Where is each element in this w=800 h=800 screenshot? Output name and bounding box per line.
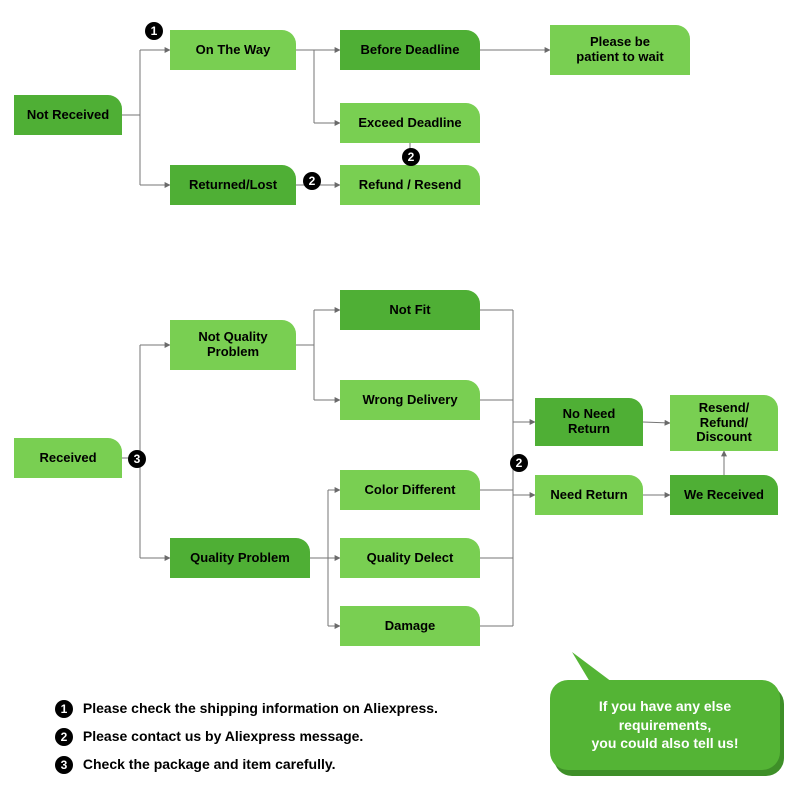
flowchart-stage: Not Received On The Way Before Deadline Ple… — [0, 0, 800, 800]
badge-b5: 2 — [510, 454, 528, 472]
badge-b3: 2 — [402, 148, 420, 166]
node-received: Received — [14, 438, 122, 478]
node-quality-delect: Quality Delect — [340, 538, 480, 578]
legend-line-1: 1 Please check the shipping information … — [55, 700, 438, 718]
node-damage: Damage — [340, 606, 480, 646]
badge-b2: 2 — [303, 172, 321, 190]
node-quality-prob: Quality Problem — [170, 538, 310, 578]
legend-text-3: Check the package and item carefully. — [83, 756, 336, 772]
node-on-the-way: On The Way — [170, 30, 296, 70]
requirements-bubble: If you have any elserequirements,you cou… — [550, 680, 780, 770]
node-resend-ref-disc: Resend/Refund/Discount — [670, 395, 778, 451]
legend-badge-1: 1 — [55, 700, 73, 718]
badge-b4: 3 — [128, 450, 146, 468]
legend-line-2: 2 Please contact us by Aliexpress messag… — [55, 728, 363, 746]
node-returned-lost: Returned/Lost — [170, 165, 296, 205]
node-refund-resend: Refund / Resend — [340, 165, 480, 205]
node-exceed-dead: Exceed Deadline — [340, 103, 480, 143]
badge-b1: 1 — [145, 22, 163, 40]
node-not-fit: Not Fit — [340, 290, 480, 330]
node-no-need-ret: No NeedReturn — [535, 398, 643, 446]
node-wrong-deliv: Wrong Delivery — [340, 380, 480, 420]
node-please-wait: Please bepatient to wait — [550, 25, 690, 75]
node-need-ret: Need Return — [535, 475, 643, 515]
legend-line-3: 3 Check the package and item carefully. — [55, 756, 336, 774]
node-we-received: We Received — [670, 475, 778, 515]
node-before-dead: Before Deadline — [340, 30, 480, 70]
node-not-received: Not Received — [14, 95, 122, 135]
node-color-diff: Color Different — [340, 470, 480, 510]
legend-badge-2: 2 — [55, 728, 73, 746]
legend-badge-3: 3 — [55, 756, 73, 774]
legend-text-1: Please check the shipping information on… — [83, 700, 438, 716]
legend-text-2: Please contact us by Aliexpress message. — [83, 728, 363, 744]
node-not-quality: Not QualityProblem — [170, 320, 296, 370]
